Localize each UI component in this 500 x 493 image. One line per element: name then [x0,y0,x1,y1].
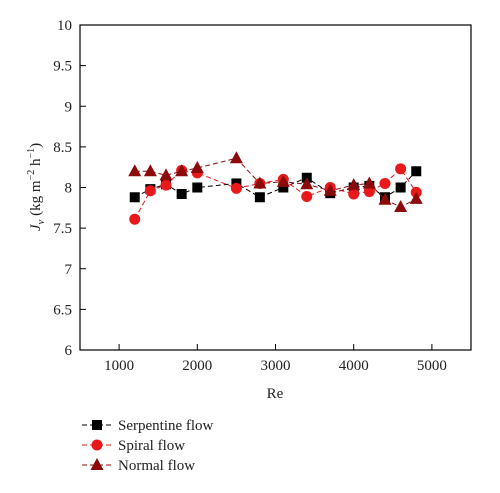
data-point-spiral [301,190,313,202]
y-axis-title-symbol: J [28,223,44,231]
data-point-normal [128,164,142,177]
legend-marker [92,420,102,430]
y-axis-title-subscript: v [35,219,47,224]
y-axis-title-units-open: (kg m [28,180,44,219]
x-axis-title: Re [267,386,284,402]
plot-frame [79,24,472,351]
data-point-spiral [144,185,156,197]
data-point-serpentine [129,192,140,203]
data-point-normal [300,177,314,190]
data-point-serpentine [411,166,422,177]
legend-item-spiral: Spiral flow [82,438,185,454]
data-point-normal [276,174,290,187]
x-axis-ticks: 1000 2000 3000 4000 5000 [104,344,447,374]
x-tick-label: 1000 [104,358,134,374]
legend: Serpentine flow Spiral flow Normal flow [82,418,214,474]
y-tick-label: 8 [65,181,73,197]
data-point-normal [378,192,392,205]
data-point-normal [175,164,189,177]
legend-item-serpentine: Serpentine flow [82,418,214,434]
data-point-normal [229,151,243,164]
data-point-spiral [363,186,375,198]
data-point-spiral [379,177,391,189]
legend-label: Spiral flow [118,438,185,454]
x-tick-label: 4000 [339,358,369,374]
data-point-normal [394,200,408,212]
data-point-serpentine [278,182,289,193]
legend-label: Normal flow [118,458,195,474]
legend-marker [91,439,103,451]
y-axis-ticks: 6 6.5 7 7.5 8 8.5 9 9.5 10 [53,18,86,359]
data-point-normal [159,168,173,181]
data-point-normal [253,176,267,189]
x-tick-label: 2000 [182,358,212,374]
data-point-serpentine [192,182,203,193]
y-axis-title-units-mid: h [28,158,44,170]
data-point-serpentine [395,182,406,193]
data-point-normal [190,161,204,173]
y-tick-label: 9 [65,99,73,115]
data-point-serpentine [176,189,187,199]
series-normal [128,151,423,212]
data-point-spiral [230,182,242,194]
data-point-normal [347,178,361,191]
data-point-normal [362,176,376,189]
data-point-serpentine [254,192,265,203]
y-axis-title-exp2: −1 [26,148,37,159]
y-tick-label: 7 [65,262,73,278]
y-tick-label: 6 [65,343,73,359]
y-axis-title: Jv (kg m−2 h−1) [26,143,47,231]
series-layer [128,151,423,225]
data-point-normal [409,191,423,204]
y-tick-label: 8.5 [53,140,72,156]
data-point-spiral [348,188,360,200]
series-spiral [129,163,422,225]
data-point-normal [143,164,157,177]
y-tick-label: 9.5 [53,59,72,75]
legend-marker [90,458,104,470]
y-axis-title-units-close: ) [28,143,44,148]
legend-label: Serpentine flow [118,418,214,434]
data-point-spiral [395,163,407,175]
x-tick-label: 3000 [261,358,291,374]
y-tick-label: 6.5 [53,302,72,318]
y-tick-label: 10 [57,18,72,34]
data-point-normal [323,183,337,196]
y-tick-label: 7.5 [53,221,72,237]
legend-item-normal: Normal flow [82,458,195,474]
series-serpentine [129,166,422,203]
y-axis-title-exp1: −2 [26,170,37,181]
data-point-spiral [129,213,141,225]
x-tick-label: 5000 [417,358,447,374]
data-point-spiral [160,179,172,191]
